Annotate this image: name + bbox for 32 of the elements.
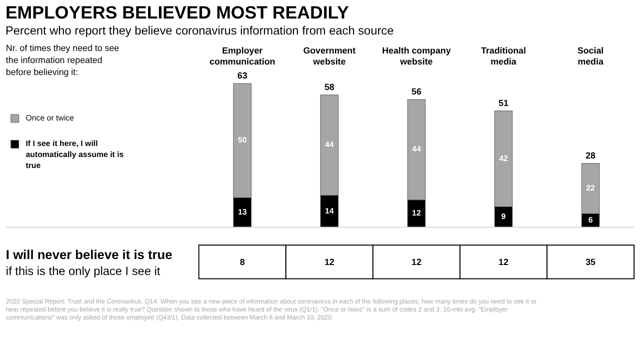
data-label: 12 [412, 208, 422, 218]
total-label: 28 [586, 150, 596, 160]
legend-label: Once or twice [26, 113, 75, 122]
text: 12 [412, 256, 422, 267]
data-label: 9 [501, 212, 506, 222]
data-label: 44 [412, 144, 422, 154]
data-label: 14 [325, 206, 334, 216]
x-tick-label: Social media [577, 46, 604, 67]
total-label: 51 [498, 98, 508, 108]
legend-label: If I see it here, I will automatically assume it is true [26, 139, 124, 170]
x-tick-label: Employer communication [210, 46, 276, 67]
data-label: 6 [588, 215, 594, 224]
total-label: 63 [237, 70, 248, 81]
text: I will never believe it is true [6, 246, 172, 262]
text: if this is the only place I see it [6, 264, 161, 278]
data-label: 22 [586, 183, 596, 192]
data-label: 50 [238, 136, 248, 145]
text: 35 [586, 256, 596, 267]
total-label: 58 [324, 82, 334, 92]
text: 8 [240, 256, 245, 267]
x-tick-label: Health company website [382, 46, 451, 67]
x-tick-label: Government website [303, 46, 356, 67]
chart-title: EMPLOYERS BELIEVED MOST READILY [5, 2, 350, 23]
data-label: 13 [238, 207, 248, 216]
data-label: 44 [325, 140, 334, 150]
data-label: 42 [499, 154, 508, 163]
text: 12 [324, 256, 334, 267]
chart-subtitle: Percent who report they believe coronavirus information from each source [5, 23, 394, 38]
total-label: 56 [412, 86, 422, 97]
legend-title: Nr. of times they need to see the information repeated before believing it: [6, 43, 120, 77]
text: 12 [498, 256, 508, 267]
x-tick-label: Traditional media [481, 46, 526, 67]
